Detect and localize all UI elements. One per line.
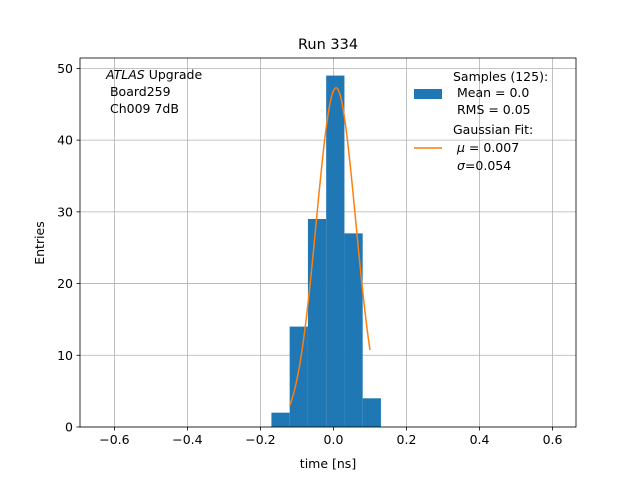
histogram-bar (289, 326, 308, 427)
x-axis-ticks: −0.6 −0.4 −0.2 0.0 0.2 0.4 0.6 (99, 427, 563, 447)
y-tick-label: 10 (57, 348, 73, 363)
histogram-bar (271, 412, 290, 427)
y-tick-label: 40 (57, 133, 73, 148)
board-label: Board259 (106, 84, 171, 99)
legend-samples-title: Samples (125): (453, 69, 548, 84)
atlas-label: ATLAS (105, 67, 145, 82)
x-tick-label: 0.6 (543, 432, 563, 447)
x-tick-label: 0.4 (470, 432, 490, 447)
x-tick-label: −0.4 (172, 432, 202, 447)
y-tick-label: 30 (57, 204, 73, 219)
x-axis-label: time [ns] (300, 456, 356, 471)
histogram-bar (344, 233, 363, 427)
atlas-annotation: ATLAS Upgrade Board259 Ch009 7dB (105, 67, 202, 116)
x-tick-label: 0.0 (324, 432, 344, 447)
histogram-bar (307, 219, 327, 427)
gaussian-fit-line (288, 86, 371, 406)
legend-fit-sigma: σ=0.054 (457, 158, 511, 173)
y-tick-label: 20 (57, 276, 73, 291)
y-tick-label: 0 (65, 420, 73, 435)
legend-samples-patch (414, 89, 442, 99)
legend-fit-mu: μ = 0.007 (456, 140, 519, 155)
x-tick-label: 0.2 (397, 432, 417, 447)
y-axis-label: Entries (32, 221, 47, 265)
legend: Samples (125): Mean = 0.0 RMS = 0.05 Gau… (414, 69, 548, 173)
histogram-bar (362, 398, 381, 427)
upgrade-label: Upgrade (145, 67, 203, 82)
chart-title: Run 334 (298, 37, 358, 53)
histogram-bar (326, 75, 345, 428)
legend-samples-mean: Mean = 0.0 (453, 85, 529, 100)
grid (80, 58, 576, 428)
svg-text:ATLAS Upgrade: ATLAS Upgrade (105, 67, 202, 82)
y-tick-label: 50 (57, 61, 73, 76)
channel-label: Ch009 7dB (106, 101, 179, 116)
y-axis-ticks: 0 10 20 30 40 50 (57, 61, 80, 435)
x-tick-label: −0.2 (245, 432, 275, 447)
legend-fit-title: Gaussian Fit: (453, 122, 533, 137)
plot-frame (79, 57, 577, 428)
legend-samples-rms: RMS = 0.05 (453, 102, 531, 117)
x-tick-label: −0.6 (99, 432, 129, 447)
histogram-bars (271, 75, 381, 428)
